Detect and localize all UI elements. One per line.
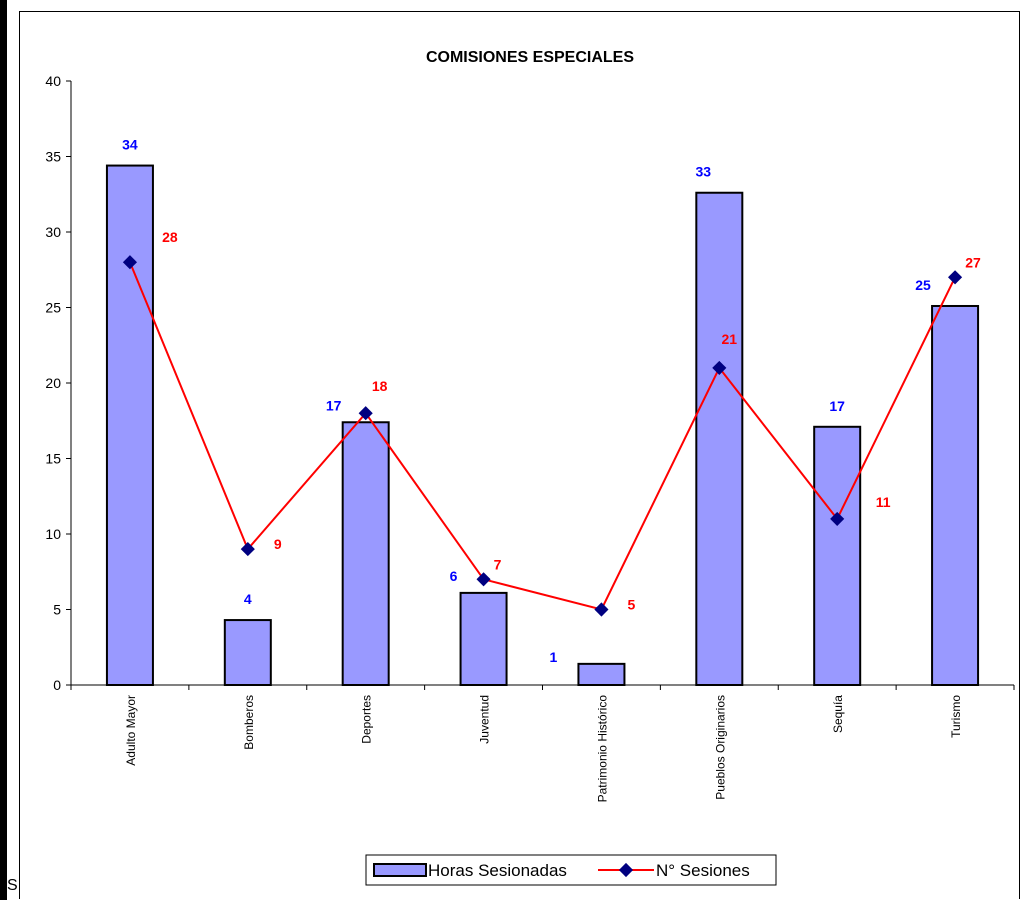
stray-character: S — [7, 877, 18, 894]
line-data-label: 27 — [965, 254, 981, 270]
sessions-point-marker — [122, 255, 138, 270]
line-data-label: 5 — [628, 597, 636, 613]
sessions-line — [129, 261, 956, 611]
category-label: Sequía — [831, 695, 845, 733]
category-label: Deportes — [360, 695, 374, 744]
bar-data-label: 34 — [122, 137, 138, 153]
bar — [459, 591, 508, 687]
bar — [341, 421, 390, 686]
sessions-point-marker — [594, 602, 609, 617]
sessions-point-marker — [830, 511, 845, 526]
bar — [695, 191, 744, 687]
bar — [577, 662, 626, 686]
line-data-label: 28 — [162, 229, 178, 245]
y-tick-label: 30 — [45, 224, 61, 240]
legend-bar-swatch — [373, 863, 427, 877]
category-label: Bomberos — [242, 695, 256, 750]
y-tick-label: 15 — [45, 451, 61, 467]
legend: Horas Sesionadas N° Sesiones — [365, 854, 777, 886]
category-label: Adulto Mayor — [124, 695, 138, 766]
bar — [105, 164, 154, 686]
y-tick-label: 20 — [45, 375, 61, 391]
y-tick-label: 25 — [45, 300, 61, 316]
bar-data-label: 17 — [326, 397, 342, 413]
category-label: Turismo — [949, 695, 963, 738]
line-data-label: 18 — [372, 378, 388, 394]
chart-frame — [19, 11, 1020, 899]
line-data-label: 21 — [722, 331, 738, 347]
y-tick-label: 35 — [45, 149, 61, 165]
y-tick-label: 0 — [53, 677, 61, 693]
bar-data-label: 4 — [244, 591, 252, 607]
bar — [931, 304, 980, 686]
category-label: Juventud — [478, 695, 492, 744]
line-data-label: 7 — [494, 556, 502, 572]
category-label: Pueblos Originarios — [713, 695, 727, 800]
sessions-point-marker — [947, 270, 963, 285]
y-tick-label: 10 — [45, 526, 61, 542]
y-tick-label: 40 — [45, 73, 61, 89]
bar-data-label: 17 — [829, 398, 845, 414]
legend-marker-swatch — [618, 862, 634, 878]
line-data-label: 11 — [876, 494, 891, 510]
legend-label-horas: Horas Sesionadas — [428, 861, 567, 880]
bar — [813, 425, 862, 686]
line-data-label: 9 — [274, 536, 282, 552]
bar — [223, 619, 272, 687]
sessions-point-marker — [240, 542, 255, 557]
legend-box — [365, 854, 777, 886]
bar-data-label: 1 — [550, 649, 558, 665]
bar-data-label: 33 — [696, 164, 712, 180]
category-label: Patrimonio Histórico — [595, 695, 609, 803]
sessions-point-marker — [476, 572, 491, 587]
sessions-point-marker — [358, 406, 373, 421]
sessions-point-marker — [712, 360, 727, 375]
bar-data-label: 25 — [915, 277, 931, 293]
chart-title: COMISIONES ESPECIALES — [426, 49, 634, 66]
left-border-bar — [0, 0, 7, 900]
legend-label-sesiones: N° Sesiones — [656, 861, 750, 880]
bar-data-label: 6 — [450, 568, 458, 584]
y-tick-label: 5 — [53, 602, 61, 618]
